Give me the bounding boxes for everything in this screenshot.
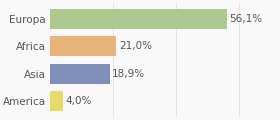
Text: 4,0%: 4,0% bbox=[65, 96, 92, 106]
Text: 21,0%: 21,0% bbox=[119, 41, 152, 51]
Text: 18,9%: 18,9% bbox=[112, 69, 145, 79]
Bar bbox=[50, 9, 227, 29]
Bar bbox=[50, 36, 116, 56]
Text: 56,1%: 56,1% bbox=[230, 14, 263, 24]
Bar bbox=[50, 91, 63, 111]
Bar bbox=[50, 64, 110, 84]
